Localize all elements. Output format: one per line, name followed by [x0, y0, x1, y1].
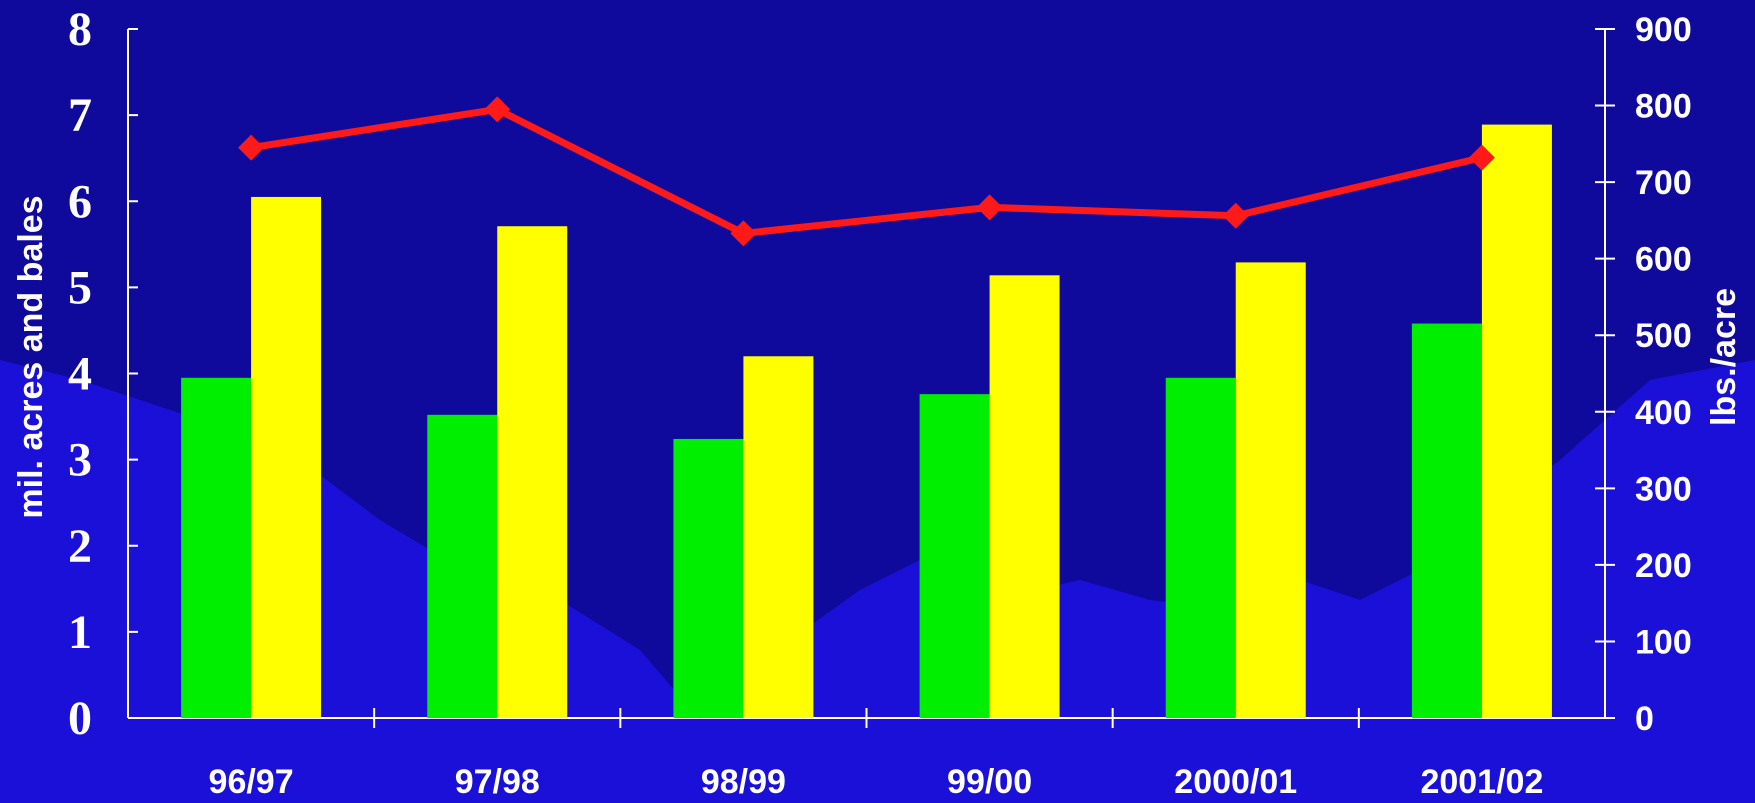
bar-series-2: [497, 226, 568, 718]
bar-series-2: [989, 275, 1060, 718]
y-left-tick-label: 8: [68, 3, 92, 56]
y-left-tick-label: 5: [68, 261, 92, 314]
y-left-tick-label: 7: [68, 89, 92, 142]
bar-series-2: [1235, 262, 1306, 718]
x-tick-label: 99/00: [947, 763, 1032, 801]
line-point: [1222, 202, 1249, 229]
bar-series-1: [427, 414, 498, 718]
x-tick-label: 2000/01: [1174, 763, 1297, 801]
y-left-tick-label: 0: [68, 692, 92, 745]
x-tick-label: 2001/02: [1420, 763, 1543, 801]
y-right-tick-label: 200: [1635, 547, 1692, 585]
x-tick-label: 96/97: [209, 763, 294, 801]
line-series: [250, 105, 1483, 237]
y-axis-right-title: lbs./acre: [1705, 288, 1743, 426]
y-left-tick-label: 1: [68, 606, 92, 659]
y-axis-left-title: mil. acres and bales: [12, 195, 50, 518]
y-right-tick-label: 800: [1635, 88, 1692, 126]
line-point: [484, 96, 511, 123]
bar-series-2: [1481, 124, 1552, 718]
line-point: [976, 194, 1003, 221]
y-right-tick-label: 700: [1635, 164, 1692, 202]
y-right-tick-label: 500: [1635, 317, 1692, 355]
y-left-tick-label: 4: [68, 348, 92, 401]
y-right-tick-label: 300: [1635, 470, 1692, 508]
y-right-tick-label: 0: [1635, 700, 1654, 738]
bar-series-1: [1411, 323, 1482, 718]
y-right-tick-label: 400: [1635, 394, 1692, 432]
bar-series-2: [251, 196, 322, 719]
bar-series-1: [181, 377, 252, 718]
line-point: [730, 220, 757, 247]
bar-series-2: [743, 356, 814, 718]
x-tick-label: 98/99: [701, 763, 786, 801]
y-left-tick-label: 3: [68, 434, 92, 487]
line-point: [1468, 144, 1495, 171]
y-right-tick-label: 100: [1635, 623, 1692, 661]
line-point: [238, 134, 265, 161]
y-right-tick-label: 900: [1635, 11, 1692, 49]
bar-series-1: [919, 394, 990, 718]
bar-series-1: [673, 438, 744, 718]
y-left-tick-label: 6: [68, 175, 92, 228]
y-right-tick-label: 600: [1635, 241, 1692, 279]
x-tick-label: 97/98: [455, 763, 540, 801]
bar-series-1: [1165, 377, 1236, 718]
y-left-tick-label: 2: [68, 520, 92, 573]
